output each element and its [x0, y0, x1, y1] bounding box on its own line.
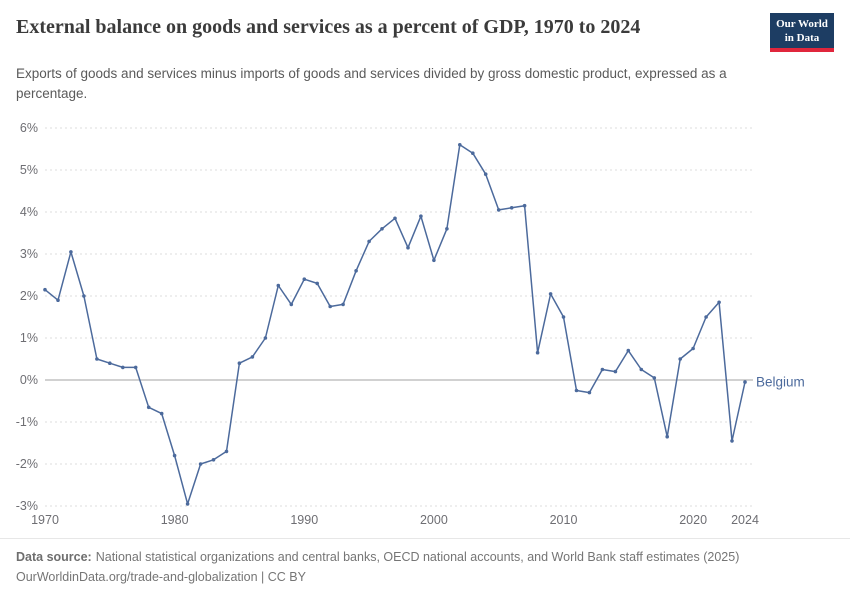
line-chart: -3% -2% -1% 0% 1% 2% 3% 4% 5% 6% 1970 1980 1990 2000 2… [16, 121, 805, 527]
y-tick-label: 4% [20, 205, 38, 219]
data-point [263, 336, 268, 340]
data-point [535, 350, 540, 355]
data-point [471, 151, 475, 155]
y-tick-label: 3% [20, 247, 38, 261]
x-tick-label: 2020 [679, 513, 707, 527]
page-title: External balance on goods and services a… [16, 16, 641, 38]
y-tick-label: 2% [20, 289, 38, 303]
data-point [626, 348, 631, 353]
data-point [652, 376, 657, 380]
y-tick-label: -2% [16, 457, 38, 471]
owid-logo-line2: in Data [784, 32, 820, 45]
data-point [237, 361, 242, 365]
owid-logo-line1: Our World [776, 18, 828, 30]
data-point [95, 357, 99, 361]
data-point [587, 390, 592, 395]
data-point [458, 143, 462, 147]
data-point [224, 449, 229, 454]
y-tick-label: 5% [20, 163, 38, 177]
data-point [328, 304, 333, 309]
data-point [522, 203, 527, 208]
data-point [276, 283, 281, 288]
entity-label: Belgium [756, 375, 805, 390]
y-tick-label: -1% [16, 415, 38, 429]
belgium-line [44, 144, 746, 505]
data-point [380, 227, 384, 231]
data-point [250, 355, 255, 359]
data-point [561, 315, 566, 319]
data-point [717, 300, 721, 305]
data-point [172, 453, 177, 458]
x-tick-label: 1970 [31, 513, 59, 527]
data-point [341, 302, 345, 307]
chart-footer: Data source: National statistical organiz… [0, 537, 850, 600]
x-tick-label: 2024 [731, 513, 759, 527]
data-point [133, 365, 138, 370]
data-point [445, 227, 449, 231]
data-point [704, 315, 708, 319]
x-tick-label: 1980 [161, 513, 189, 527]
data-point [432, 258, 436, 263]
data-point [743, 380, 747, 384]
x-tick-label: 1990 [290, 513, 318, 527]
data-point [198, 462, 203, 466]
data-point [730, 439, 734, 443]
y-tick-label: 6% [20, 121, 38, 135]
data-point [302, 277, 307, 281]
license-line: OurWorldinData.org/trade-and-globalizati… [16, 567, 834, 588]
x-tick-label: 2010 [550, 513, 578, 527]
data-source-text: National statistical organizations and c… [95, 549, 740, 564]
data-point [185, 502, 190, 506]
data-point [678, 357, 682, 361]
data-point [639, 367, 644, 372]
data-point [496, 208, 501, 212]
data-point [315, 281, 320, 286]
data-point [159, 411, 164, 416]
y-tick-label: -3% [16, 499, 38, 513]
data-point [483, 172, 488, 176]
data-source-line: Data source: National statistical organiz… [16, 547, 834, 568]
data-point [289, 302, 294, 307]
data-point [613, 369, 618, 374]
chart-header: External balance on goods and services a… [0, 0, 850, 105]
owid-url-link[interactable]: OurWorldinData.org/trade-and-globalizati… [16, 570, 258, 585]
data-point [393, 216, 397, 221]
data-point [82, 294, 86, 298]
owid-logo[interactable]: Our World in Data [770, 13, 834, 52]
data-point [367, 239, 371, 244]
data-point [406, 245, 410, 250]
license-text: | CC BY [257, 570, 306, 585]
data-point [108, 361, 112, 365]
data-point [211, 458, 216, 462]
data-point [419, 214, 423, 218]
data-point [121, 365, 125, 370]
data-point [69, 250, 73, 254]
data-point [354, 269, 358, 273]
x-tick-label: 2000 [420, 513, 448, 527]
data-point [691, 346, 695, 351]
data-point [548, 292, 553, 296]
y-tick-label: 0% [20, 373, 38, 387]
data-point [600, 367, 605, 372]
data-point [665, 434, 669, 439]
data-point [43, 287, 47, 292]
y-tick-label: 1% [20, 331, 38, 345]
data-point [509, 206, 514, 210]
chart-subtitle: Exports of goods and services minus impo… [16, 66, 727, 102]
data-point [146, 405, 151, 410]
data-point [574, 388, 579, 393]
data-point [56, 298, 60, 302]
data-source-label: Data source: [16, 549, 92, 564]
